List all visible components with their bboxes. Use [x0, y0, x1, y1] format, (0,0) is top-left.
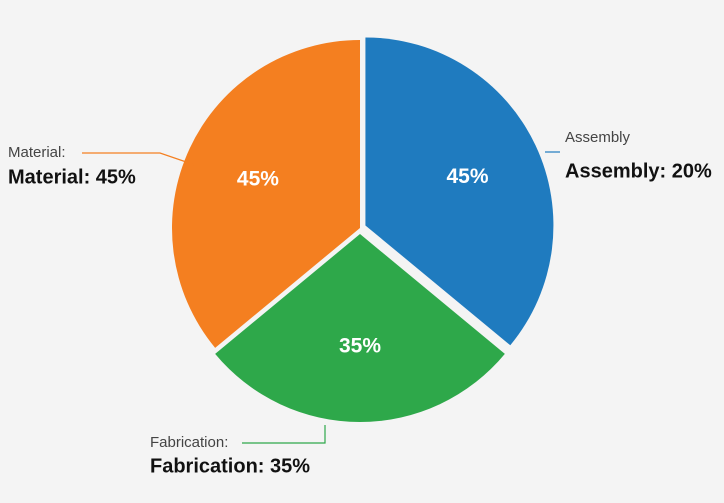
pie-slice	[215, 234, 505, 422]
leader-line	[82, 152, 196, 166]
slice-label: 45%	[237, 168, 279, 191]
callout-label: Assembly: 20%	[565, 160, 712, 182]
category-label: Assembly	[565, 129, 631, 146]
category-label: Fabrication:	[150, 434, 228, 451]
callout-label: Fabrication: 35%	[150, 455, 310, 477]
slice-label: 45%	[446, 165, 488, 188]
callout-label: Material: 45%	[8, 166, 136, 188]
category-label: Material:	[8, 144, 66, 161]
pie-slice	[171, 40, 360, 348]
pie-slice	[365, 37, 554, 346]
leader-line	[242, 425, 326, 444]
slice-label: 35%	[339, 334, 381, 357]
